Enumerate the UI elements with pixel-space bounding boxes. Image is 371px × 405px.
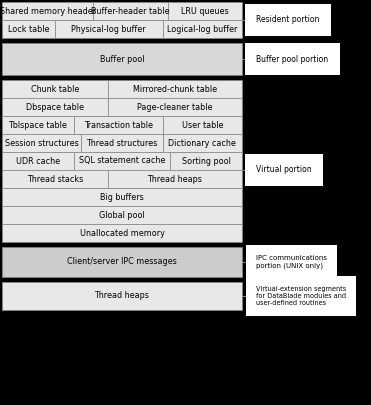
Text: Dictionary cache: Dictionary cache [168, 139, 236, 147]
Bar [2, 188, 242, 206]
Bar [81, 134, 163, 152]
Text: Physical-log buffer: Physical-log buffer [72, 24, 146, 34]
Text: Big buffers: Big buffers [100, 192, 144, 202]
Text: Lock table: Lock table [8, 24, 49, 34]
Bar [2, 2, 93, 20]
Text: Client/server IPC messages: Client/server IPC messages [67, 258, 177, 266]
Text: Chunk table: Chunk table [31, 85, 79, 94]
Text: Sorting pool: Sorting pool [181, 156, 230, 166]
Text: Virtual portion: Virtual portion [256, 166, 312, 175]
Bar [2, 43, 242, 75]
Text: Buffer pool: Buffer pool [100, 55, 144, 64]
Bar [2, 247, 242, 277]
Bar [163, 134, 242, 152]
Bar [163, 116, 242, 134]
Text: Transaction table: Transaction table [84, 121, 153, 130]
Text: Buffer-header table: Buffer-header table [91, 6, 170, 15]
Text: Mirrored-chunk table: Mirrored-chunk table [133, 85, 217, 94]
Bar [170, 152, 242, 170]
Text: Global pool: Global pool [99, 211, 145, 220]
Text: Dbspace table: Dbspace table [26, 102, 84, 111]
Bar [93, 2, 168, 20]
Text: Resident portion: Resident portion [256, 15, 319, 24]
Text: User table: User table [182, 121, 223, 130]
Text: Thread heaps: Thread heaps [95, 292, 150, 301]
Bar [2, 116, 74, 134]
Text: Thread stacks: Thread stacks [27, 175, 83, 183]
Bar [108, 170, 242, 188]
Bar [2, 170, 108, 188]
Text: LRU queues: LRU queues [181, 6, 229, 15]
Bar [2, 152, 74, 170]
Text: Tblspace table: Tblspace table [9, 121, 68, 130]
Text: Buffer pool portion: Buffer pool portion [256, 55, 328, 64]
Bar [74, 116, 163, 134]
Bar [2, 20, 55, 38]
Bar [108, 80, 242, 98]
Bar [2, 206, 242, 224]
Text: Thread structures: Thread structures [86, 139, 158, 147]
Text: IPC communications
portion (UNIX only): IPC communications portion (UNIX only) [256, 255, 327, 269]
Bar [2, 134, 81, 152]
Bar [2, 282, 242, 310]
Bar [168, 2, 242, 20]
Text: Shared memory header: Shared memory header [0, 6, 96, 15]
Bar [2, 98, 108, 116]
Bar [163, 20, 242, 38]
Text: Unallocated memory: Unallocated memory [79, 228, 164, 237]
Text: Session structures: Session structures [5, 139, 79, 147]
Text: UDR cache: UDR cache [16, 156, 60, 166]
Text: Page-cleaner table: Page-cleaner table [137, 102, 213, 111]
Bar [108, 98, 242, 116]
Bar [55, 20, 163, 38]
Bar [74, 152, 170, 170]
Bar [2, 80, 108, 98]
Text: Logical-log buffer: Logical-log buffer [167, 24, 237, 34]
Text: SQL statement cache: SQL statement cache [79, 156, 165, 166]
Text: Virtual-extension segments
for DataBlade modules and
user-defined routines: Virtual-extension segments for DataBlade… [256, 286, 346, 306]
Text: Thread heaps: Thread heaps [147, 175, 202, 183]
Bar [2, 224, 242, 242]
